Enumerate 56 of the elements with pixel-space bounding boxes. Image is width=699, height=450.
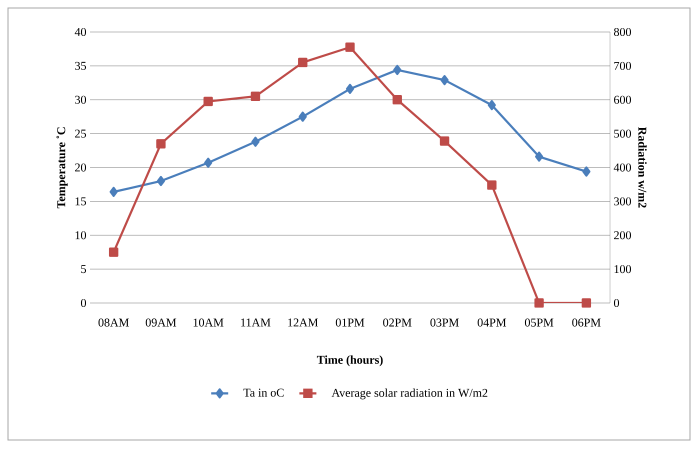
x-tick-label: 08AM: [98, 318, 129, 327]
x-tick-label: 04PM: [478, 318, 506, 327]
x-tick-label: 02PM: [383, 318, 412, 327]
legend-label: Ta in oC: [244, 388, 284, 397]
x-tick-label: 10AM: [194, 318, 224, 327]
point: [440, 136, 450, 146]
point: [110, 186, 118, 197]
x-tick-label: 12AM: [288, 318, 318, 326]
point: [108, 247, 118, 257]
y2-tick-label: 500: [614, 130, 631, 138]
point: [251, 136, 260, 147]
y-tick-label: 0: [80, 298, 86, 308]
x-tick-label: 06PM: [572, 318, 601, 327]
y2-tick-label: 0: [614, 298, 620, 308]
x-tick-label: 09AM: [146, 318, 176, 327]
point: [392, 95, 402, 104]
y-tick-label: 20: [75, 163, 86, 172]
point: [440, 75, 449, 86]
point: [156, 176, 165, 186]
point: [534, 298, 544, 308]
point: [204, 158, 212, 168]
x-tick-label: 03PM: [430, 318, 459, 327]
point: [298, 112, 307, 122]
point: [582, 166, 590, 177]
point: [488, 100, 496, 110]
point: [535, 152, 544, 162]
y2-tick-label: 400: [614, 163, 631, 172]
y-tick-label: 25: [75, 130, 86, 138]
point: [487, 180, 497, 190]
y-tick-label: 10: [76, 231, 86, 240]
y2-tick-label: 200: [614, 231, 631, 240]
y-tick-label: 5: [81, 265, 86, 274]
y2-tick-label: 300: [614, 197, 631, 206]
point: [393, 64, 402, 76]
point: [345, 42, 355, 52]
legend-label: Average solar radiation in W/m2: [332, 388, 488, 400]
x-tick-label: 11AM: [241, 318, 270, 326]
point: [298, 58, 308, 68]
y-tick-label: 40: [74, 28, 86, 36]
x-axis-title: Time (hours): [316, 355, 383, 366]
y2-tick-label: 600: [614, 96, 631, 104]
y2-axis-title: Radiation w/m2: [638, 127, 647, 208]
y-tick-label: 35: [75, 62, 86, 70]
point: [582, 298, 592, 308]
point: [346, 84, 354, 94]
point: [250, 92, 260, 102]
x-tick-label: 01PM: [336, 318, 364, 327]
y2-tick-label: 100: [614, 265, 631, 274]
y-tick-label: 30: [75, 96, 86, 104]
y2-tick-label: 700: [614, 62, 631, 70]
y-axis-title: Temperature ˚C: [56, 127, 68, 208]
y-tick-label: 15: [76, 197, 86, 206]
y2-tick-label: 800: [614, 28, 631, 36]
point: [204, 96, 213, 106]
point: [156, 139, 166, 148]
x-tick-label: 05PM: [524, 318, 554, 327]
